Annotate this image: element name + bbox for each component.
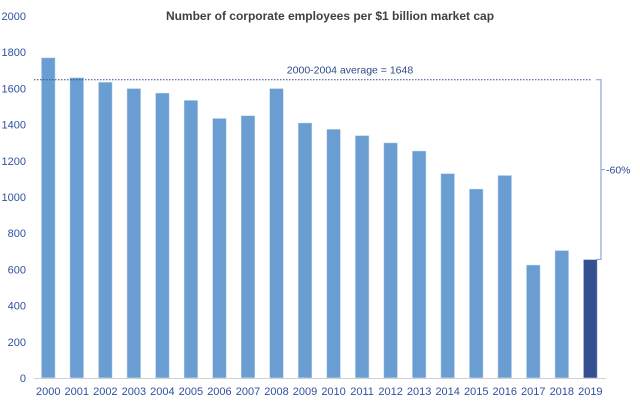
x-tick-label: 2001 [65,386,89,398]
bar-2013 [411,150,427,379]
y-tick-label: 1800 [2,47,26,59]
x-tick-label: 2012 [378,386,402,398]
bar-2012 [383,142,399,379]
bars [40,57,598,379]
y-axis: 0 200 400 600 800 1000 1200 1400 1600 1800 2000 [2,11,26,385]
bar-2015 [468,188,484,379]
bar-2011 [354,134,370,379]
x-tick-label: 2004 [150,386,174,398]
bar-2004 [154,92,170,379]
x-tick-label: 2013 [407,386,431,398]
x-tick-label: 2014 [435,386,459,398]
x-tick-label: 2009 [293,386,317,398]
x-tick-label: 2008 [264,386,288,398]
x-tick-label: 2003 [122,386,146,398]
x-tick-label: 2016 [493,386,517,398]
x-tick-label: 2010 [321,386,345,398]
x-tick-label: 2011 [350,386,374,398]
bar-2018 [554,249,570,379]
y-tick-label: 2000 [2,11,26,23]
bar-2003 [126,87,142,379]
bar-2001 [69,77,85,379]
x-tick-label: 2002 [93,386,117,398]
bar-2007 [240,115,256,379]
x-tick-label: 2017 [521,386,545,398]
x-tick-label: 2005 [179,386,203,398]
y-tick-label: 400 [8,301,26,313]
y-tick-label: 1400 [2,120,26,132]
bar-2017 [525,264,541,379]
y-tick-label: 1600 [2,83,26,95]
bar-2000 [40,57,56,379]
x-tick-label: 2006 [207,386,231,398]
x-tick-label: 2000 [36,386,60,398]
bar-2014 [440,172,456,379]
change-bracket [596,79,605,261]
y-tick-label: 800 [8,228,26,240]
bar-2019 [582,258,598,379]
bar-2008 [269,87,285,379]
bar-2005 [183,99,199,379]
y-tick-label: 1000 [2,192,26,204]
y-tick-label: 0 [20,373,26,385]
x-tick-label: 2019 [578,386,602,398]
x-tick-label: 2015 [464,386,488,398]
x-tick-label: 2018 [550,386,574,398]
x-tick-label: 2007 [236,386,260,398]
y-tick-label: 200 [8,337,26,349]
bar-2006 [211,117,227,379]
average-label: 2000-2004 average = 1648 [287,65,414,77]
bar-2002 [97,81,113,379]
y-tick-label: 1200 [2,156,26,168]
bar-2009 [297,122,313,379]
x-axis: 2000 2001 2002 2003 2004 2005 2006 2007 2008 2009… [34,378,606,398]
change-label: -60% [606,165,631,177]
bar-2016 [497,174,513,379]
bar-2010 [326,128,342,379]
chart-title: Number of corporate employees per $1 bil… [166,9,494,23]
y-tick-label: 600 [8,264,26,276]
